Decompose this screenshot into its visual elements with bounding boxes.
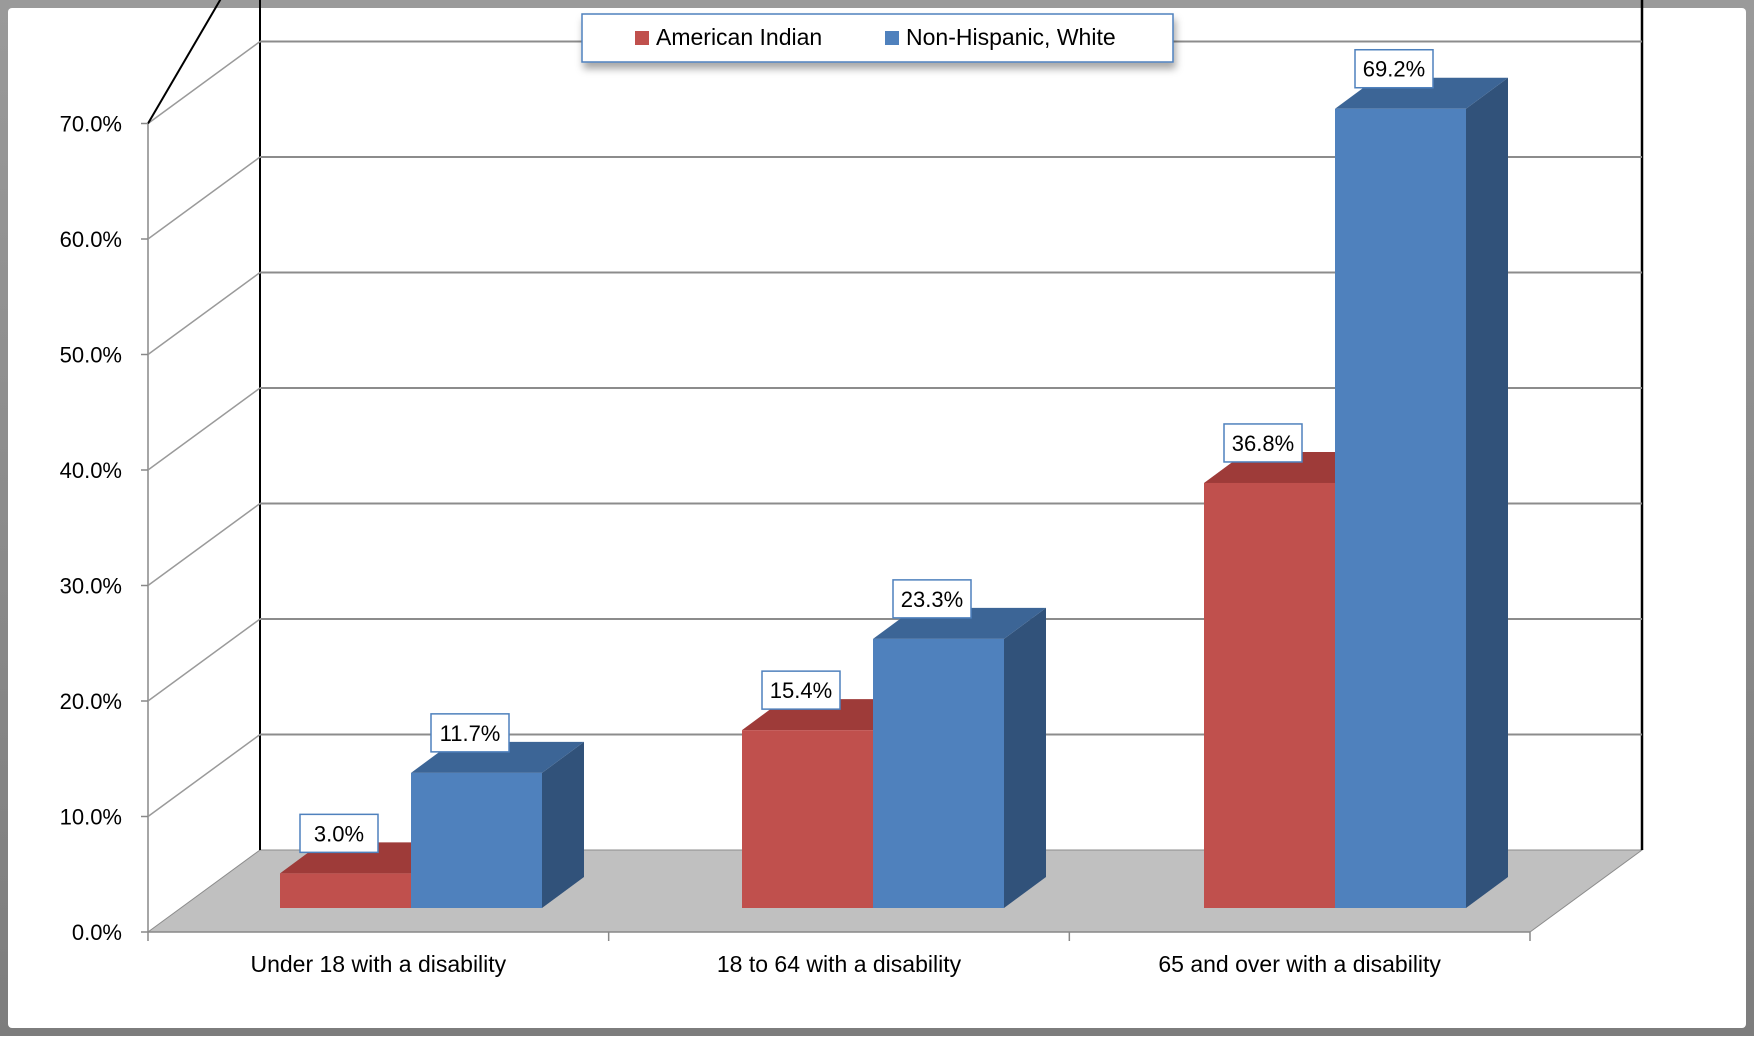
x-category-label: 18 to 64 with a disability [717, 951, 962, 977]
data-label-text: 3.0% [314, 821, 364, 846]
data-label-text: 11.7% [440, 721, 501, 746]
gridline-side [147, 387, 261, 471]
gridline-side [147, 40, 261, 125]
y-tick-label: 10.0% [60, 805, 122, 830]
y-tick-label: 30.0% [60, 574, 122, 599]
x-axis-labels: Under 18 with a disability 18 to 64 with … [147, 932, 1531, 977]
legend-label-non-hispanic-white: Non-Hispanic, White [906, 24, 1116, 50]
data-label-box [1223, 423, 1303, 463]
data-label: 36.8% [1223, 423, 1303, 463]
y-tick-label: 0.0% [72, 920, 122, 945]
side-wall-top-edge [147, 0, 222, 125]
data-label: 15.4% [761, 670, 841, 710]
data-label: 3.0% [299, 813, 379, 854]
bar-non-hispanic-white-0 [411, 741, 584, 908]
y-tick-label: 20.0% [60, 689, 122, 714]
bar-front [873, 638, 1004, 908]
gridline-side [147, 156, 261, 240]
gridline-side [147, 733, 261, 818]
gridline-side [147, 271, 261, 356]
legend-label-american-indian: American Indian [656, 24, 822, 50]
bar-front [1335, 108, 1466, 909]
data-label-box [892, 579, 972, 619]
data-label: 23.3% [892, 579, 972, 619]
data-label-box [430, 713, 510, 753]
bar-side [542, 741, 584, 908]
legend-box [581, 13, 1174, 63]
bar-front [411, 772, 542, 908]
bar-side [1004, 607, 1046, 908]
x-category-label: 65 and over with a disability [1158, 951, 1441, 977]
bar-front [280, 873, 411, 908]
gridline-side [147, 618, 261, 702]
gridline-side [147, 502, 261, 587]
y-tick-label: 50.0% [60, 343, 122, 368]
bar-side [1466, 77, 1508, 909]
data-label: 69.2% [1354, 48, 1434, 89]
bar-front [1204, 482, 1335, 908]
data-label-text: 36.8% [1232, 431, 1294, 456]
data-labels: 3.0% 15.4% 36.8% 11.7% 23.3% 69.2% [299, 48, 1434, 854]
data-label-box [761, 670, 841, 710]
bar-non-hispanic-white-1 [873, 607, 1046, 908]
data-label-box [1354, 48, 1434, 89]
data-label-text: 15.4% [770, 678, 832, 703]
data-label-box [299, 813, 379, 854]
data-label-text: 69.2% [1363, 57, 1425, 82]
data-label: 11.7% [430, 713, 510, 753]
bar-non-hispanic-white-2 [1335, 77, 1508, 909]
bars [280, 77, 1508, 909]
y-tick-label: 70.0% [60, 112, 122, 137]
legend: American Indian Non-Hispanic, White [581, 13, 1174, 63]
legend-swatch-american-indian [635, 31, 649, 45]
x-category-label: Under 18 with a disability [250, 951, 506, 977]
bar-front [742, 730, 873, 908]
data-label-text: 23.3% [901, 587, 963, 612]
y-tick-label: 60.0% [60, 227, 122, 252]
y-tick-label: 40.0% [60, 458, 122, 483]
y-axis-ticks: 0.0% 10.0% 20.0% 30.0% 40.0% 50.0% 60.0% 70.0% [60, 112, 148, 945]
legend-swatch-non-hispanic-white [885, 31, 899, 45]
